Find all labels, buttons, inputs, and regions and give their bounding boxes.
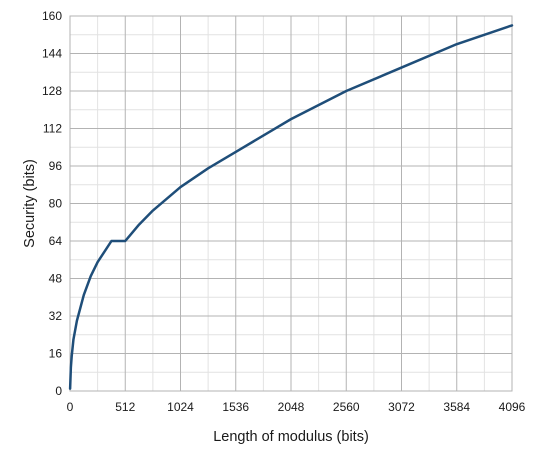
y-tick-label: 160	[42, 9, 62, 23]
series-line	[68, 24, 514, 390]
plot-frame	[69, 15, 513, 392]
series-layer	[68, 24, 514, 390]
y-tick-label: 96	[49, 159, 63, 173]
x-tick-label: 2560	[333, 400, 360, 414]
y-tick-label: 128	[42, 84, 62, 98]
y-tick-label: 16	[49, 347, 63, 361]
y-tick-label: 112	[43, 122, 62, 136]
axis-ticks: 0 512 1024 1536 2048 2560 3072 3584 4096 0 16 32 48 6…	[42, 9, 526, 414]
y-tick-label: 48	[49, 272, 63, 286]
y-tick-label: 64	[49, 234, 63, 248]
x-tick-label: 0	[67, 400, 74, 414]
x-axis-label: Length of modulus (bits)	[213, 429, 369, 445]
x-tick-label: 3584	[443, 400, 470, 414]
y-tick-label: 144	[42, 47, 62, 61]
y-axis-label: Security (bits)	[22, 159, 38, 248]
y-tick-label: 32	[49, 309, 63, 323]
grid	[69, 15, 513, 392]
x-tick-label: 1536	[222, 400, 249, 414]
x-tick-label: 2048	[278, 400, 305, 414]
x-tick-label: 512	[115, 400, 135, 414]
y-tick-label: 0	[55, 384, 62, 398]
x-tick-label: 1024	[167, 400, 194, 414]
y-tick-label: 80	[49, 197, 63, 211]
x-tick-label: 4096	[499, 400, 526, 414]
x-tick-label: 3072	[388, 400, 415, 414]
